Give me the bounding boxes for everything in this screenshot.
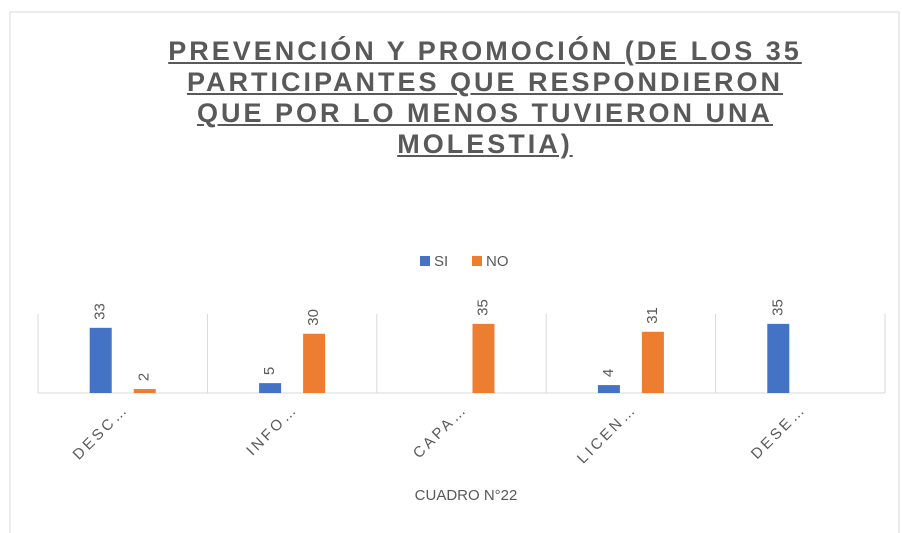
chart-title: PREVENCIÓN Y PROMOCIÓN (DE LOS 35 PARTIC…: [168, 36, 802, 159]
data-label: 30: [305, 309, 322, 326]
bar: [89, 327, 112, 393]
bar: [597, 385, 620, 393]
bar: [767, 323, 790, 393]
data-label: 33: [92, 303, 109, 320]
x-tick-label: LICEN…: [574, 401, 641, 468]
legend-label: SI: [434, 253, 448, 270]
data-label: 35: [474, 299, 491, 316]
data-label: 5: [261, 367, 278, 375]
x-tick-label: DESC…: [70, 401, 133, 464]
data-label: 31: [644, 307, 661, 324]
bar: [472, 323, 495, 393]
data-label: 2: [136, 373, 153, 381]
bar: [259, 383, 282, 393]
chart-frame: [9, 11, 900, 533]
legend-label: NO: [486, 253, 509, 270]
data-label: 35: [769, 299, 786, 316]
legend-swatch: [420, 256, 430, 266]
x-axis-label: CUADRO N°22: [415, 487, 518, 504]
data-label: 4: [600, 369, 617, 377]
bar: [303, 333, 326, 393]
x-tick-label: INFO…: [243, 401, 302, 460]
bar: [641, 331, 664, 393]
x-tick-label: DESE…: [748, 401, 810, 463]
x-tick-label: CAPA…: [410, 401, 471, 462]
legend-swatch: [472, 256, 482, 266]
bar: [133, 389, 156, 393]
